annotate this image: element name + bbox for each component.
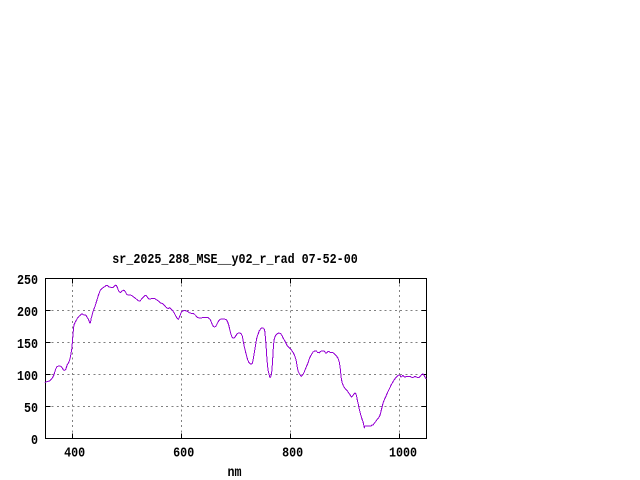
svg-text:100: 100 xyxy=(17,368,38,384)
svg-text:250: 250 xyxy=(17,272,38,288)
svg-text:800: 800 xyxy=(282,445,303,461)
svg-text:nm: nm xyxy=(227,464,241,480)
svg-text:sr_2025_288_MSE__y02_r_rad 07-: sr_2025_288_MSE__y02_r_rad 07-52-00 xyxy=(112,251,357,267)
svg-text:400: 400 xyxy=(64,445,85,461)
svg-text:200: 200 xyxy=(17,304,38,320)
svg-text:150: 150 xyxy=(17,336,38,352)
svg-text:600: 600 xyxy=(173,445,194,461)
svg-text:0: 0 xyxy=(31,432,38,448)
svg-text:1000: 1000 xyxy=(389,445,417,461)
svg-text:50: 50 xyxy=(24,400,38,416)
